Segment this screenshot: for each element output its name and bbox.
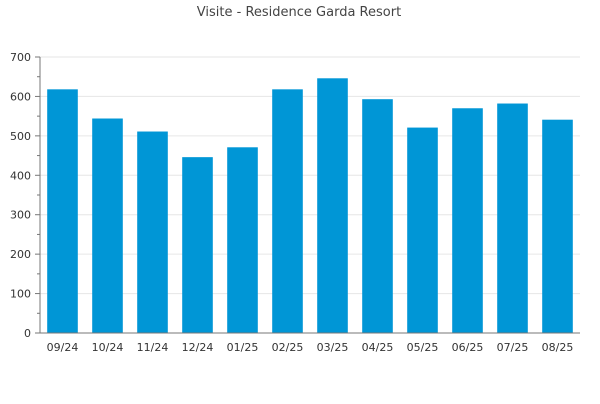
y-tick-label: 200 [10, 248, 31, 261]
y-tick-label: 600 [10, 90, 31, 103]
x-tick-label: 12/24 [182, 341, 214, 354]
y-tick-labels: 0 100 200 300 400 500 600 700 [10, 51, 31, 340]
y-tick-label: 500 [10, 130, 31, 143]
bar [452, 108, 483, 333]
bar [92, 118, 123, 333]
axes [35, 56, 580, 334]
x-tick-label: 07/25 [497, 341, 529, 354]
y-tick-label: 0 [24, 327, 31, 340]
x-tick-label: 04/25 [362, 341, 394, 354]
bar [47, 89, 78, 334]
bar [227, 147, 258, 333]
x-tick-labels: 09/24 10/24 11/24 12/24 01/25 02/25 03/25 04/25… [47, 341, 574, 354]
bar [137, 131, 168, 333]
bar [407, 127, 438, 333]
x-tick-label: 08/25 [542, 341, 574, 354]
y-tick-label: 700 [10, 51, 31, 64]
gridlines [40, 56, 580, 295]
y-tick-label: 400 [10, 169, 31, 182]
y-tick-label: 300 [10, 209, 31, 222]
x-tick-label: 01/25 [227, 341, 259, 354]
bar [317, 78, 348, 333]
x-tick-label: 05/25 [407, 341, 439, 354]
x-tick-label: 11/24 [137, 341, 169, 354]
bar [497, 103, 528, 333]
bar [362, 99, 393, 333]
bars [47, 78, 573, 334]
x-tick-label: 09/24 [47, 341, 79, 354]
x-tick-label: 10/24 [92, 341, 124, 354]
x-tick-label: 06/25 [452, 341, 484, 354]
x-tick-label: 03/25 [317, 341, 349, 354]
bar [182, 157, 213, 333]
chart-title: Visite - Residence Garda Resort [197, 5, 401, 20]
y-tick-label: 100 [10, 288, 31, 301]
bar [272, 89, 303, 334]
x-tick-label: 02/25 [272, 341, 304, 354]
bar [542, 119, 573, 333]
